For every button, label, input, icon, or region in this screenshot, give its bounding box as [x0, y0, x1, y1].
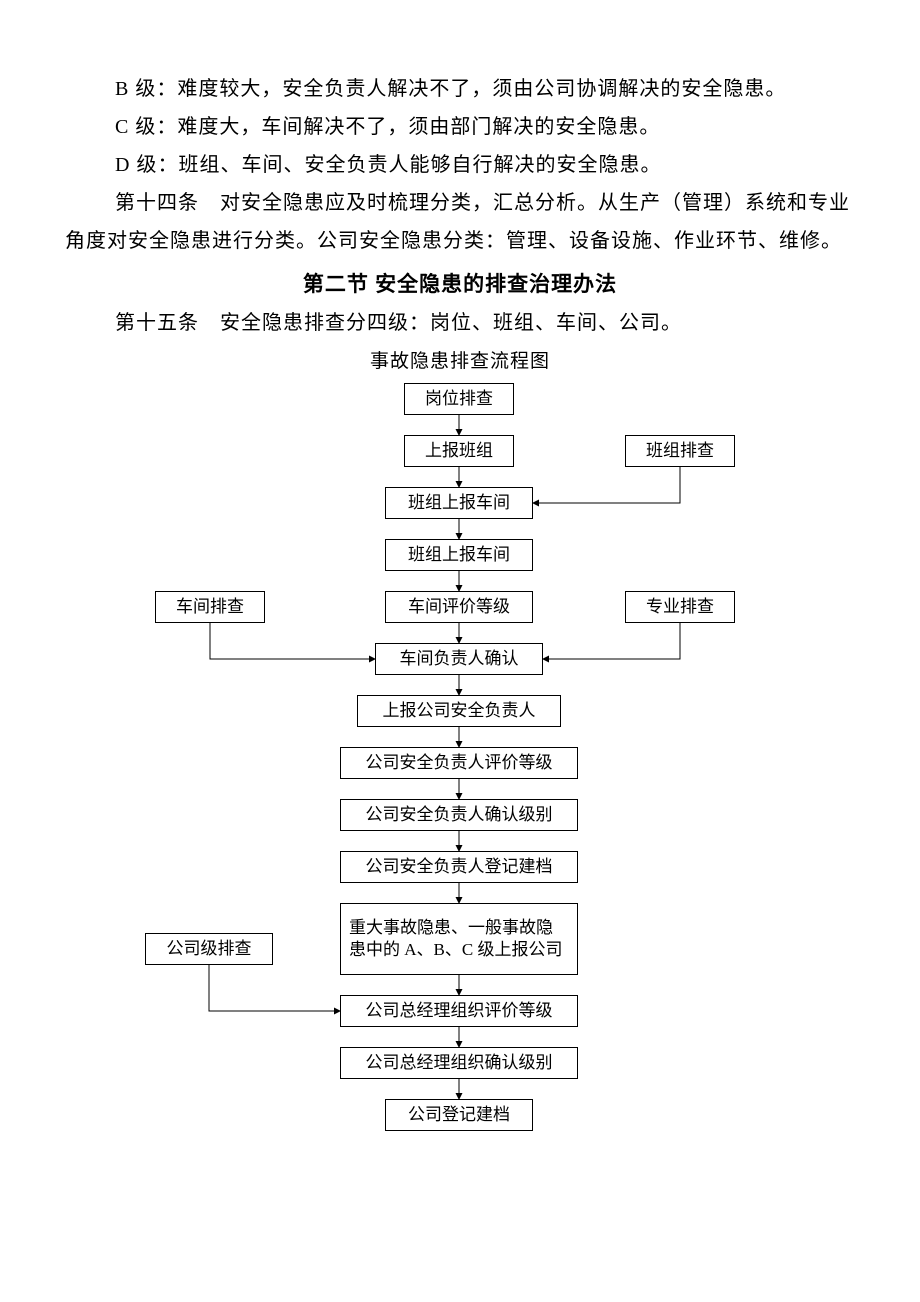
- section-title: 第二节 安全隐患的排查治理办法: [65, 268, 855, 298]
- flow-node-side_zhuanye: 专业排查: [625, 591, 735, 623]
- paragraph-article-15: 第十五条 安全隐患排查分四级：岗位、班组、车间、公司。: [65, 304, 855, 342]
- flow-node-n10: 公司安全负责人登记建档: [340, 851, 578, 883]
- flow-node-side_chejian: 车间排查: [155, 591, 265, 623]
- paragraph-article-14: 第十四条 对安全隐患应及时梳理分类，汇总分析。从生产（管理）系统和专业角度对安全…: [65, 184, 855, 260]
- paragraph-d-level: D 级：班组、车间、安全负责人能够自行解决的安全隐患。: [65, 146, 855, 184]
- flow-node-side_banzu: 班组排查: [625, 435, 735, 467]
- flowchart-title: 事故隐患排查流程图: [65, 346, 855, 373]
- paragraph-b-level: B 级：难度较大，安全负责人解决不了，须由公司协调解决的安全隐患。: [65, 70, 855, 108]
- flowchart: 岗位排查上报班组 班组排查班组上报车间班组上报车间车间排查 车间评价等级 专业排查车间…: [65, 383, 855, 1213]
- flow-node-n13: 公司总经理组织确认级别: [340, 1047, 578, 1079]
- flow-node-n14: 公司登记建档: [385, 1099, 533, 1131]
- flow-node-n12: 公司总经理组织评价等级: [340, 995, 578, 1027]
- flow-node-side_gongsi: 公司级排查: [145, 933, 273, 965]
- flow-node-n5: 车间评价等级: [385, 591, 533, 623]
- flow-node-n8: 公司安全负责人评价等级: [340, 747, 578, 779]
- flow-node-n6: 车间负责人确认: [375, 643, 543, 675]
- flow-node-n2: 上报班组: [404, 435, 514, 467]
- flow-node-n4: 班组上报车间: [385, 539, 533, 571]
- flow-node-n1: 岗位排查: [404, 383, 514, 415]
- paragraph-c-level: C 级：难度大，车间解决不了，须由部门解决的安全隐患。: [65, 108, 855, 146]
- flow-node-n9: 公司安全负责人确认级别: [340, 799, 578, 831]
- flow-node-n3: 班组上报车间: [385, 487, 533, 519]
- flow-node-n11: 重大事故隐患、一般事故隐患中的 A、B、C 级上报公司: [340, 903, 578, 975]
- flow-node-n7: 上报公司安全负责人: [357, 695, 561, 727]
